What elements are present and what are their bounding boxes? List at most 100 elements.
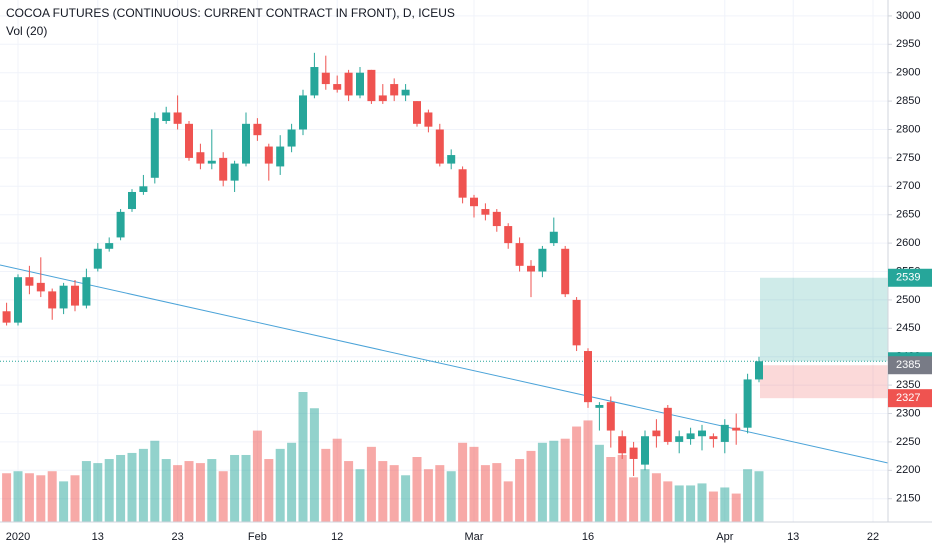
candle-body — [492, 211, 501, 227]
y-tick-label: 3000 — [896, 10, 920, 22]
y-tick-label: 2750 — [896, 152, 920, 164]
candle-body — [93, 248, 102, 269]
volume-bar — [378, 461, 388, 522]
y-tick-label: 2500 — [896, 294, 920, 306]
y-tick-label: 2200 — [896, 464, 920, 476]
candle-body — [71, 285, 79, 306]
volume-bar — [161, 459, 171, 522]
price-label-box — [888, 356, 932, 375]
y-tick-label: 2600 — [896, 237, 920, 249]
y-tick-label: 2150 — [896, 493, 920, 505]
candle-body — [595, 404, 604, 408]
x-tick-label: 13 — [92, 531, 104, 543]
candle-body — [515, 243, 524, 266]
volume-bar — [651, 473, 661, 522]
volume-bar — [366, 446, 376, 522]
candle-body — [264, 146, 273, 164]
volume-bar — [458, 442, 468, 522]
x-tick-label: 23 — [171, 531, 183, 543]
grid — [0, 0, 888, 522]
candle-body — [82, 277, 91, 306]
x-tick-label: 12 — [331, 531, 343, 543]
x-tick-label: 2020 — [6, 531, 30, 543]
candle-body — [743, 379, 752, 428]
candle-body — [390, 84, 399, 96]
volume-bar — [116, 454, 126, 522]
volume-bar — [469, 446, 479, 522]
candle-body — [48, 291, 57, 309]
position-box — [0, 277, 888, 399]
volume-bar — [207, 459, 217, 522]
volume-bar — [708, 491, 718, 522]
candle-body — [481, 209, 490, 215]
candle-body — [538, 248, 547, 272]
candle-body — [276, 146, 285, 167]
x-tick-label: Mar — [465, 531, 484, 543]
candle-body — [447, 155, 456, 164]
candle-body — [458, 169, 467, 198]
volume-bar — [446, 471, 456, 522]
volume-bar — [617, 454, 627, 522]
candle-body — [629, 447, 638, 459]
candle-body — [732, 427, 741, 431]
candle-body — [663, 407, 672, 442]
candle-body — [162, 112, 171, 121]
volume-bar — [332, 438, 342, 522]
volume-bar — [503, 481, 513, 522]
volume-bar — [321, 448, 331, 522]
candle-body — [105, 243, 114, 249]
indicator-label: Vol (20) — [6, 24, 47, 38]
y-tick-label: 2850 — [896, 95, 920, 107]
candle-body — [527, 265, 535, 272]
candle-body — [686, 433, 695, 440]
volume-bar — [515, 459, 525, 522]
y-tick-label: 2650 — [896, 209, 920, 221]
candle-body — [333, 84, 342, 90]
candle-body — [139, 186, 148, 192]
candle-body — [584, 351, 592, 403]
volume-bar — [401, 475, 411, 522]
volume-bar — [104, 459, 114, 522]
candle-body — [470, 197, 478, 207]
volume-bar — [674, 485, 684, 522]
candle-body — [561, 248, 570, 295]
volume-pane — [2, 392, 764, 522]
volume-bar — [423, 469, 433, 522]
volume-bar — [720, 487, 730, 522]
candle-body — [435, 129, 444, 164]
volume-bar — [344, 461, 354, 522]
target-zone — [760, 277, 888, 362]
candle-body — [720, 424, 729, 442]
volume-bar — [150, 440, 160, 522]
candle-body — [207, 160, 216, 164]
candle-body — [755, 361, 763, 380]
volume-bar — [663, 481, 673, 522]
x-tick-label: 16 — [582, 531, 594, 543]
candle-body — [606, 402, 615, 431]
x-tick-label: Apr — [716, 531, 733, 543]
candle-body — [378, 95, 387, 102]
volume-bar — [309, 408, 319, 522]
candle-body — [299, 95, 307, 130]
candle-body — [59, 285, 68, 309]
volume-bar — [412, 457, 422, 522]
volume-bar — [173, 465, 183, 522]
price-label: 2539 — [896, 272, 920, 284]
candle-body — [344, 72, 353, 96]
candle-body — [549, 231, 558, 244]
candle-body — [242, 123, 250, 164]
y-tick-label: 2800 — [896, 123, 920, 135]
volume-bar — [230, 454, 240, 522]
candle-body — [698, 430, 706, 437]
candle-body — [413, 101, 421, 124]
candle-body — [401, 89, 410, 96]
volume-bar — [743, 469, 753, 522]
candle-body — [116, 211, 125, 238]
volume-bar — [697, 483, 707, 522]
candle-body — [675, 436, 684, 442]
volume-bar — [24, 473, 34, 522]
candle-body — [321, 72, 330, 85]
y-tick-label: 2250 — [896, 436, 920, 448]
candle-body — [652, 430, 661, 437]
volume-bar — [36, 475, 46, 522]
